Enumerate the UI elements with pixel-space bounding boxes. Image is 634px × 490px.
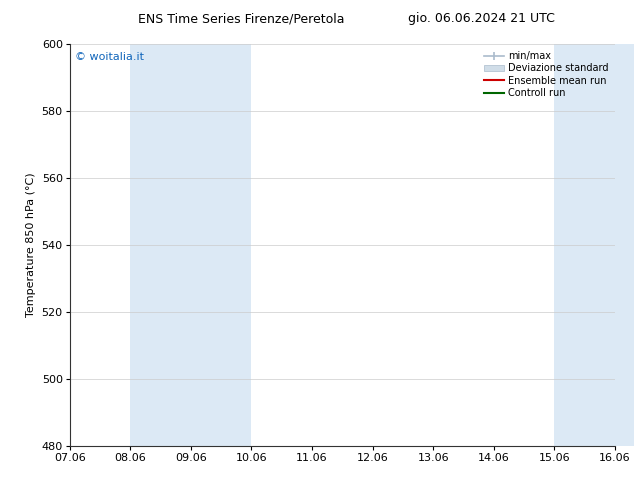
Bar [554, 44, 615, 446]
Text: © woitalia.it: © woitalia.it [75, 52, 144, 62]
Text: ENS Time Series Firenze/Peretola: ENS Time Series Firenze/Peretola [138, 12, 344, 25]
Legend: min/max, Deviazione standard, Ensemble mean run, Controll run: min/max, Deviazione standard, Ensemble m… [482, 49, 610, 100]
Bar [615, 44, 634, 446]
Bar [131, 44, 191, 446]
Text: gio. 06.06.2024 21 UTC: gio. 06.06.2024 21 UTC [408, 12, 555, 25]
Y-axis label: Temperature 850 hPa (°C): Temperature 850 hPa (°C) [26, 172, 36, 318]
Bar [191, 44, 252, 446]
